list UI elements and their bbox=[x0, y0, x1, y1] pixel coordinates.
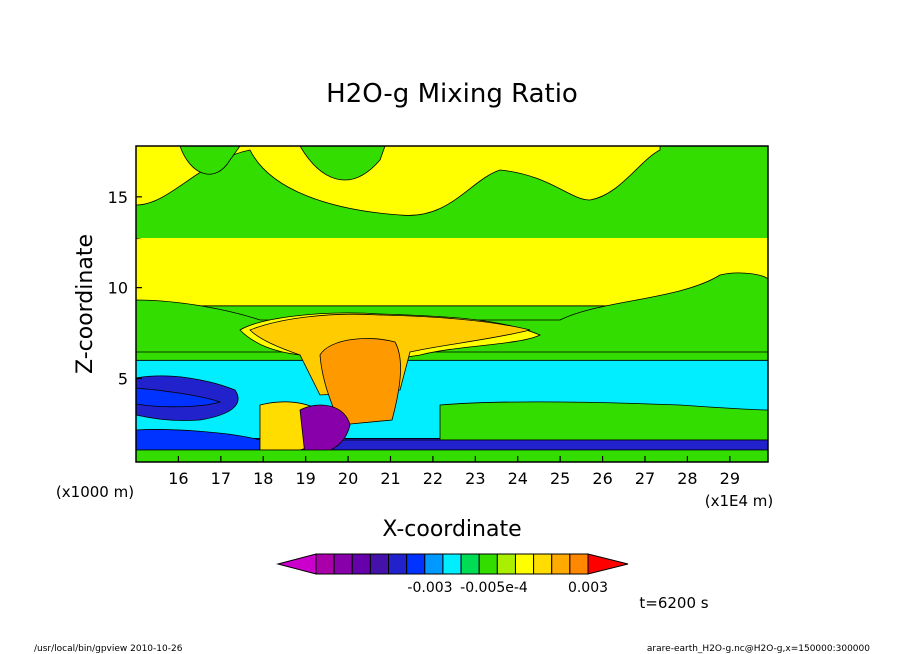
y-ticks: 5 10 15 bbox=[108, 188, 142, 388]
colorbar-segment bbox=[551, 553, 571, 575]
chart-title: H2O-g Mixing Ratio bbox=[326, 79, 578, 109]
plot-area: 16 17 18 19 20 21 22 23 24 25 26 27 28 29 5 10 15 bbox=[108, 145, 769, 488]
contour-features bbox=[136, 146, 768, 462]
x-tick-label: 17 bbox=[211, 469, 231, 488]
colorbar-label: -0.003 bbox=[407, 580, 452, 596]
y-unit-label: (x1000 m) bbox=[56, 483, 134, 501]
x-tick-label: 19 bbox=[295, 469, 315, 488]
colorbar-segment bbox=[424, 553, 444, 575]
colorbar-segment bbox=[478, 553, 498, 575]
colorbar-segment bbox=[406, 553, 426, 575]
x-tick-label: 28 bbox=[677, 469, 697, 488]
x-tick-label: 29 bbox=[720, 469, 740, 488]
colorbar-segment bbox=[442, 553, 462, 575]
x-tick-label: 16 bbox=[168, 469, 188, 488]
colorbar-labels: -0.003 -0.005e-4 0.003 bbox=[407, 580, 608, 596]
x-tick-label: 23 bbox=[465, 469, 485, 488]
footer-left: /usr/local/bin/gpview 2010-10-26 bbox=[34, 644, 183, 654]
colorbar-segment bbox=[388, 553, 408, 575]
x-tick-label: 25 bbox=[550, 469, 570, 488]
colorbar-segment bbox=[460, 553, 480, 575]
x-tick-label: 27 bbox=[635, 469, 655, 488]
x-tick-label: 20 bbox=[338, 469, 358, 488]
colorbar-segment bbox=[315, 553, 335, 575]
x-tick-label: 18 bbox=[253, 469, 273, 488]
footer-right: arare-earth_H2O-g.nc@H2O-g,x=150000:3000… bbox=[647, 644, 870, 654]
colorbar-low-arrow bbox=[276, 553, 317, 575]
colorbar-segment bbox=[369, 553, 390, 575]
x-tick-label: 22 bbox=[423, 469, 443, 488]
colorbar-segment bbox=[333, 553, 353, 575]
y-tick-label: 15 bbox=[108, 188, 128, 207]
colorbar-segment bbox=[514, 553, 535, 575]
colorbar-segment bbox=[533, 553, 553, 575]
colorbar-high-arrow bbox=[587, 553, 629, 575]
y-axis-label: Z-coordinate bbox=[73, 234, 98, 374]
colorbar-label: -0.005e-4 bbox=[460, 580, 528, 596]
x-ticks: 16 17 18 19 20 21 22 23 24 25 26 27 28 29 bbox=[168, 456, 740, 488]
time-label: t=6200 s bbox=[639, 594, 708, 612]
y-tick-label: 5 bbox=[118, 369, 128, 388]
colorbar-segment bbox=[496, 553, 516, 575]
colorbar-segment bbox=[351, 553, 371, 575]
colorbar-label: 0.003 bbox=[568, 580, 608, 596]
y-tick-label: 10 bbox=[108, 279, 128, 298]
colorbar-segment bbox=[569, 553, 589, 575]
x-tick-label: 24 bbox=[508, 469, 528, 488]
x-tick-label: 21 bbox=[380, 469, 400, 488]
colorbar bbox=[276, 553, 629, 575]
x-unit-label: (x1E4 m) bbox=[705, 492, 774, 510]
plot-frame bbox=[135, 145, 769, 463]
x-axis-label: X-coordinate bbox=[382, 517, 521, 542]
x-tick-label: 26 bbox=[592, 469, 612, 488]
